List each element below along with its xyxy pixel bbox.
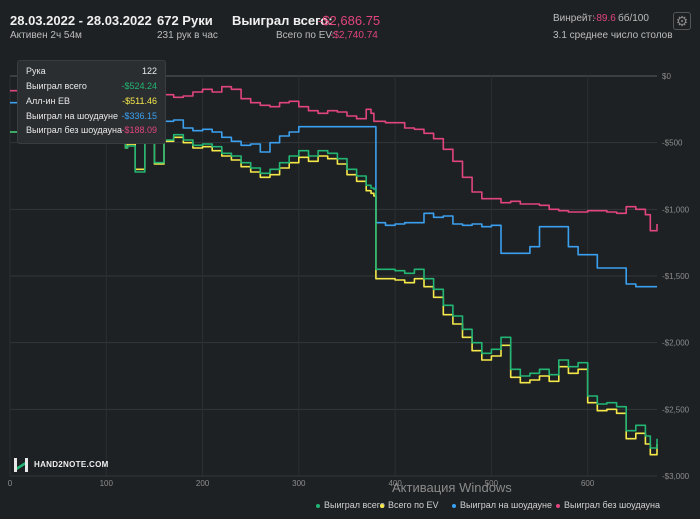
legend-label: Выиграл всего <box>324 500 385 510</box>
y-tick-label: -$500 <box>662 139 683 148</box>
legend-label: Всего по EV <box>388 500 439 510</box>
chart-legend: Выиграл всего Всего по EV Выиграл на шоу… <box>0 500 700 514</box>
legend-item-non-showdown[interactable]: Выиграл без шоудауна <box>556 500 660 510</box>
logo-icon <box>14 458 28 472</box>
hands-count: 672 Руки <box>157 13 213 28</box>
won-total-value: -$2,686.75 <box>318 13 381 28</box>
legend-dot <box>452 503 456 508</box>
x-tick-label: 100 <box>100 479 114 488</box>
series-line-ev-total <box>10 131 658 456</box>
tooltip-row: Выиграл на шоудауне -$336.15 <box>26 111 157 125</box>
tooltip-hand-row: Рука 122 <box>26 66 157 80</box>
tooltip-hand-value: 122 <box>141 66 157 76</box>
x-tick-label: 400 <box>388 479 402 488</box>
x-tick-label: 200 <box>196 479 210 488</box>
hand2note-logo: HAND2NOTE.COM <box>14 456 124 476</box>
tooltip-row: Выиграл всего -$524.24 <box>26 81 157 95</box>
header: 28.03.2022 - 28.03.2022 Активен 2ч 54м 6… <box>0 0 700 48</box>
winrate-unit: бб/100 <box>618 13 649 24</box>
tooltip-hand-label: Рука <box>26 66 46 76</box>
y-tick-label: -$2,000 <box>662 339 690 348</box>
legend-item-won-total[interactable]: Выиграл всего <box>316 500 385 510</box>
tooltip-row-value: -$336.15 <box>121 111 157 121</box>
legend-dot <box>316 503 320 508</box>
winrate-value: -89.6 <box>593 13 616 24</box>
tooltip-row-value: -$188.09 <box>121 125 157 135</box>
tooltip-row: Выиграл без шоудауна -$188.09 <box>26 125 157 139</box>
x-tick-label: 300 <box>292 479 306 488</box>
legend-label: Выиграл на шоудауне <box>460 500 552 510</box>
tooltip-row-label: Выиграл на шоудауне <box>26 111 118 121</box>
legend-item-showdown[interactable]: Выиграл на шоудауне <box>452 500 552 510</box>
windows-activation-watermark: Активация Windows <box>392 480 512 495</box>
y-tick-label: -$1,000 <box>662 205 690 214</box>
legend-dot <box>380 503 384 508</box>
series-line-won-total <box>10 131 658 449</box>
winrate-label: Винрейт: <box>553 13 595 24</box>
tooltip-row-label: Выиграл всего <box>26 81 87 91</box>
x-tick-label: 600 <box>581 479 595 488</box>
y-tick-label: -$3,000 <box>662 472 690 481</box>
x-tick-label: 0 <box>8 479 13 488</box>
y-tick-label: -$2,500 <box>662 405 690 414</box>
tooltip-row-value: -$511.46 <box>122 96 157 106</box>
avg-tables: 3.1 среднее число столов <box>553 30 673 41</box>
gear-icon[interactable]: ⚙ <box>673 12 691 30</box>
tooltip-row-value: -$524.24 <box>121 81 157 91</box>
ev-total-value: -$2,740.74 <box>330 30 378 41</box>
x-tick-label: 500 <box>485 479 499 488</box>
active-time: Активен 2ч 54м <box>10 30 82 41</box>
legend-label: Выиграл без шоудауна <box>564 500 660 510</box>
date-range[interactable]: 28.03.2022 - 28.03.2022 <box>10 13 152 28</box>
tooltip-row-label: Выиграл без шоудауна <box>26 125 122 135</box>
ev-total-label: Всего по EV: <box>276 30 335 41</box>
tooltip-row: Алл-ин EB -$511.46 <box>26 96 157 110</box>
legend-dot <box>556 503 560 508</box>
y-tick-label: -$1,500 <box>662 272 690 281</box>
hands-rate: 231 рук в час <box>157 30 218 41</box>
logo-text: HAND2NOTE.COM <box>34 460 109 469</box>
y-tick-label: $0 <box>662 72 671 81</box>
won-total-label: Выиграл всего: <box>232 13 333 28</box>
tooltip-row-label: Алл-ин EB <box>26 96 71 106</box>
legend-item-ev-total[interactable]: Всего по EV <box>380 500 438 510</box>
hover-tooltip: Рука 122 Выиграл всего -$524.24 Алл-ин E… <box>17 60 166 144</box>
